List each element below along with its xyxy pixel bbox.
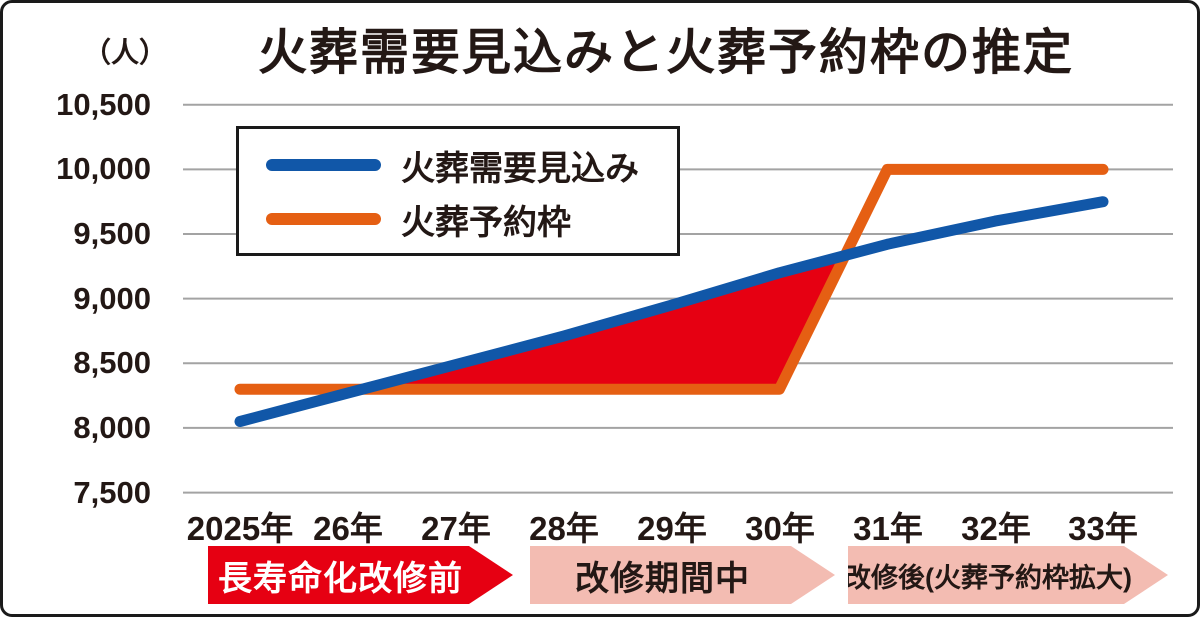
chart-title: 火葬需要見込みと火葬予約枠の推定 xyxy=(257,26,1074,80)
x-tick-label: 30年 xyxy=(745,510,815,547)
legend-label-slots: 火葬予約枠 xyxy=(401,203,571,242)
x-tick-label: 26年 xyxy=(313,510,383,547)
y-tick-label: 10,500 xyxy=(56,87,151,122)
phase-arrow-before-renovation: 長寿命化改修前 xyxy=(208,546,513,604)
phase-label: 改修期間中 xyxy=(575,559,750,598)
y-tick-label: 10,000 xyxy=(56,151,151,186)
x-tick-label: 32年 xyxy=(961,510,1031,547)
phase-label: 長寿命化改修前 xyxy=(218,559,463,598)
x-tick-label: 2025年 xyxy=(186,510,294,547)
legend-item-demand: 火葬需要見込み xyxy=(239,145,639,188)
x-tick-label: 29年 xyxy=(637,510,707,547)
legend-line-swatch-demand xyxy=(266,159,381,171)
y-tick-label: 8,000 xyxy=(73,410,151,445)
phase-label: 改修後(火葬予約枠拡大) xyxy=(844,562,1132,593)
y-tick-label: 8,500 xyxy=(73,345,151,380)
phase-arrow-during-renovation: 改修期間中 xyxy=(530,546,835,604)
y-axis-unit-label: （人） xyxy=(83,37,168,68)
legend-label-demand: 火葬需要見込み xyxy=(401,149,639,188)
line-chart-plot-area xyxy=(183,103,1173,494)
legend-line-swatch-slots xyxy=(266,213,381,225)
y-tick-label: 7,500 xyxy=(73,475,151,510)
y-tick-label: 9,500 xyxy=(73,216,151,251)
x-tick-label: 27年 xyxy=(421,510,491,547)
x-tick-label: 31年 xyxy=(853,510,923,547)
legend-item-slots: 火葬予約枠 xyxy=(239,199,571,242)
x-tick-label: 33年 xyxy=(1068,510,1138,547)
x-tick-label: 28年 xyxy=(529,510,599,547)
y-tick-label: 9,000 xyxy=(73,281,151,316)
chart-legend: 火葬需要見込み 火葬予約枠 xyxy=(236,126,680,256)
phase-arrow-after-renovation: 改修後(火葬予約枠拡大) xyxy=(848,546,1168,604)
